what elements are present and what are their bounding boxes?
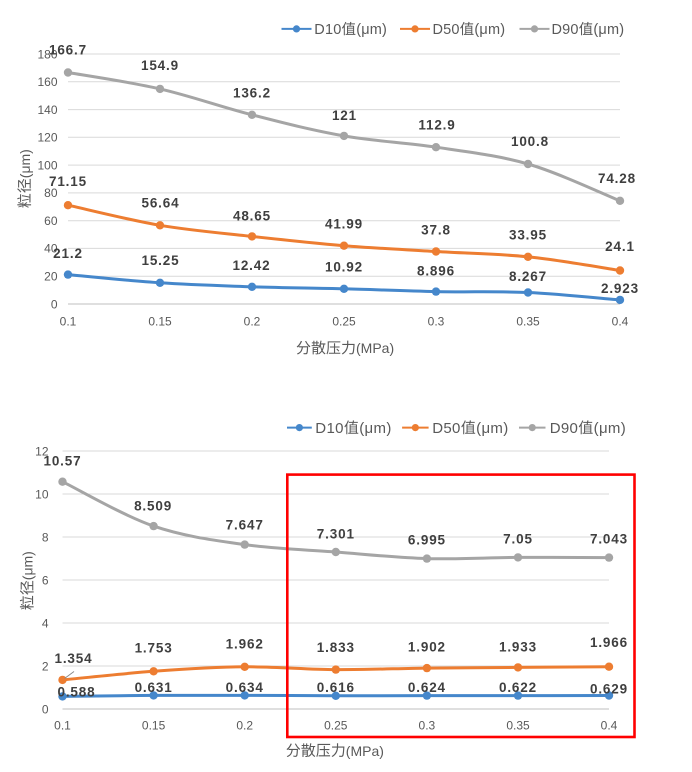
svg-text:80: 80	[44, 186, 58, 200]
svg-text:0.3: 0.3	[428, 315, 445, 329]
svg-text:121: 121	[332, 108, 357, 123]
svg-text:0.622: 0.622	[499, 680, 537, 695]
svg-text:7.05: 7.05	[503, 531, 533, 546]
svg-text:8: 8	[42, 530, 49, 544]
svg-text:12.42: 12.42	[232, 258, 270, 273]
svg-text:1.966: 1.966	[590, 635, 628, 650]
svg-text:(μm): (μm)	[476, 420, 509, 437]
svg-text:(MPa): (MPa)	[356, 340, 394, 356]
svg-text:180: 180	[37, 47, 57, 61]
svg-text:8.509: 8.509	[134, 498, 172, 513]
svg-text:0.2: 0.2	[236, 719, 253, 733]
svg-text:0.624: 0.624	[408, 680, 446, 695]
svg-text:0.631: 0.631	[135, 680, 173, 695]
svg-text:0.25: 0.25	[332, 315, 356, 329]
svg-text:1.933: 1.933	[499, 639, 537, 654]
svg-text:0.2: 0.2	[244, 315, 261, 329]
svg-text:1.962: 1.962	[226, 636, 264, 651]
svg-text:7.043: 7.043	[590, 531, 628, 546]
svg-text:D90: D90	[552, 22, 579, 38]
svg-text:(μm): (μm)	[593, 22, 624, 38]
svg-text:100.8: 100.8	[511, 134, 549, 149]
svg-text:37.8: 37.8	[421, 223, 451, 238]
svg-text:33.95: 33.95	[509, 227, 547, 242]
svg-text:(μm): (μm)	[356, 22, 387, 38]
svg-text:2: 2	[42, 659, 49, 673]
svg-text:6.995: 6.995	[408, 533, 446, 548]
svg-text:48.65: 48.65	[233, 208, 271, 223]
svg-text:8.896: 8.896	[417, 264, 455, 279]
svg-text:0.35: 0.35	[506, 719, 530, 733]
svg-text:(μm): (μm)	[17, 149, 33, 178]
svg-text:20: 20	[44, 270, 58, 284]
svg-text:0.3: 0.3	[419, 719, 436, 733]
svg-text:136.2: 136.2	[233, 85, 271, 100]
svg-text:1.753: 1.753	[135, 640, 173, 655]
svg-text:0.616: 0.616	[317, 680, 355, 695]
svg-text:D90: D90	[550, 420, 579, 437]
svg-text:40: 40	[44, 242, 58, 256]
svg-text:0.629: 0.629	[590, 681, 628, 696]
svg-text:(μm): (μm)	[359, 420, 392, 437]
svg-text:24.1: 24.1	[605, 239, 635, 254]
svg-text:41.99: 41.99	[325, 217, 363, 232]
svg-text:154.9: 154.9	[141, 58, 179, 73]
svg-text:(μm): (μm)	[20, 551, 36, 580]
svg-text:4: 4	[42, 616, 49, 630]
svg-text:10.57: 10.57	[43, 453, 81, 468]
svg-text:0.15: 0.15	[142, 719, 166, 733]
svg-text:15.25: 15.25	[141, 253, 179, 268]
svg-text:1.833: 1.833	[317, 640, 355, 655]
svg-text:0.4: 0.4	[612, 315, 629, 329]
svg-text:140: 140	[37, 103, 57, 117]
svg-text:8.267: 8.267	[509, 269, 547, 284]
svg-text:D50: D50	[432, 420, 461, 437]
svg-text:0.15: 0.15	[148, 315, 172, 329]
svg-text:0.4: 0.4	[601, 719, 618, 733]
svg-text:(MPa): (MPa)	[346, 743, 384, 759]
svg-text:120: 120	[37, 131, 57, 145]
svg-text:1.902: 1.902	[408, 639, 446, 654]
svg-text:21.2: 21.2	[53, 246, 83, 261]
svg-text:10.92: 10.92	[325, 260, 363, 275]
svg-text:(μm): (μm)	[594, 420, 627, 437]
svg-text:D50: D50	[433, 22, 460, 38]
svg-text:60: 60	[44, 214, 58, 228]
svg-text:(μm): (μm)	[474, 22, 505, 38]
svg-text:7.647: 7.647	[226, 518, 264, 533]
svg-text:100: 100	[37, 158, 57, 172]
svg-text:0: 0	[51, 297, 58, 311]
svg-text:D10: D10	[315, 420, 344, 437]
svg-text:10: 10	[35, 487, 49, 501]
svg-text:0.634: 0.634	[226, 680, 264, 695]
svg-text:112.9: 112.9	[418, 117, 455, 132]
svg-text:0.1: 0.1	[60, 315, 77, 329]
svg-text:0.588: 0.588	[57, 684, 95, 699]
svg-text:0.1: 0.1	[54, 719, 71, 733]
svg-text:D10: D10	[314, 22, 341, 38]
svg-text:6: 6	[42, 573, 49, 587]
svg-text:160: 160	[37, 75, 57, 89]
svg-text:0.25: 0.25	[324, 719, 348, 733]
svg-text:2.923: 2.923	[601, 281, 639, 296]
svg-text:71.15: 71.15	[49, 174, 87, 189]
svg-text:12: 12	[35, 444, 49, 458]
svg-text:56.64: 56.64	[141, 196, 179, 211]
svg-text:0.35: 0.35	[516, 315, 540, 329]
svg-text:74.28: 74.28	[598, 171, 636, 186]
svg-text:0: 0	[42, 702, 49, 716]
svg-text:1.354: 1.354	[54, 651, 92, 666]
svg-text:166.7: 166.7	[49, 43, 87, 58]
svg-text:7.301: 7.301	[317, 526, 355, 541]
